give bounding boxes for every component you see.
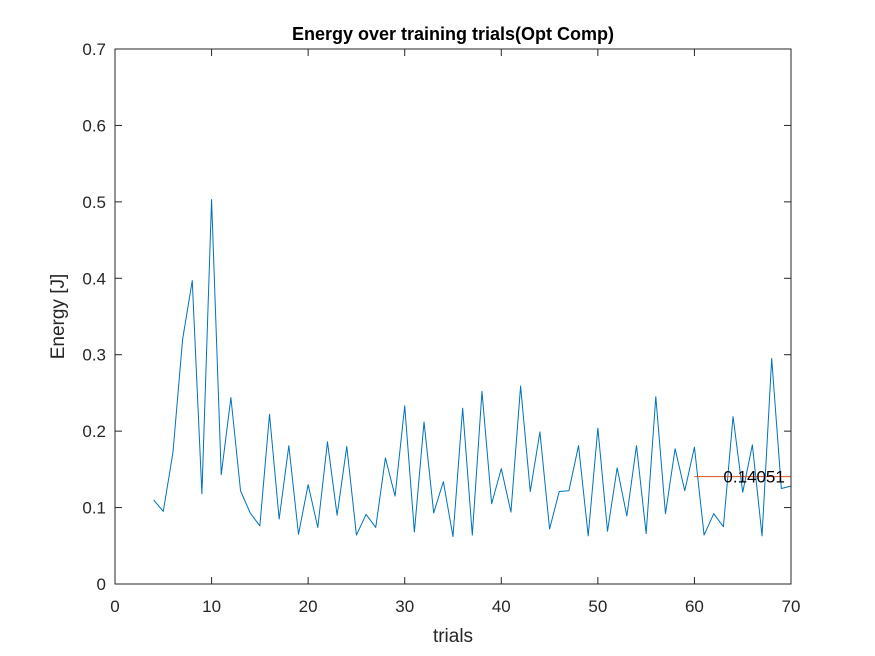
y-tick-label: 0.7 xyxy=(82,40,106,59)
x-tick-label: 40 xyxy=(492,597,511,616)
y-tick-label: 0.3 xyxy=(82,346,106,365)
x-axis-ticks: 0 10 20 30 40 50 60 70 xyxy=(110,49,800,616)
x-tick-label: 30 xyxy=(395,597,414,616)
x-axis-label: trials xyxy=(433,626,473,647)
y-tick-label: 0.4 xyxy=(82,269,106,288)
annotation-layer: 0.14051 xyxy=(723,468,784,487)
y-tick-label: 0.1 xyxy=(82,499,106,518)
y-tick-label: 0.5 xyxy=(82,193,106,212)
y-axis-ticks: 0 0.1 0.2 0.3 0.4 0.5 0.6 0.7 xyxy=(82,40,791,594)
x-tick-label: 20 xyxy=(299,597,318,616)
x-tick-label: 50 xyxy=(588,597,607,616)
y-tick-label: 0 xyxy=(97,575,106,594)
axes-box xyxy=(114,48,792,585)
chart-title: Energy over training trials(Opt Comp) xyxy=(292,24,614,44)
x-tick-label: 0 xyxy=(110,597,119,616)
x-tick-label: 10 xyxy=(202,597,221,616)
x-tick-label: 70 xyxy=(782,597,801,616)
series-layer xyxy=(153,199,792,538)
x-tick-label: 60 xyxy=(685,597,704,616)
plot-area xyxy=(115,49,791,584)
y-axis-label: Energy [J] xyxy=(48,274,69,360)
y-tick-label: 0.6 xyxy=(82,116,106,135)
data-annotation-1: 0.14051 xyxy=(723,468,784,487)
series-line-1 xyxy=(153,199,792,538)
y-tick-label: 0.2 xyxy=(82,422,106,441)
